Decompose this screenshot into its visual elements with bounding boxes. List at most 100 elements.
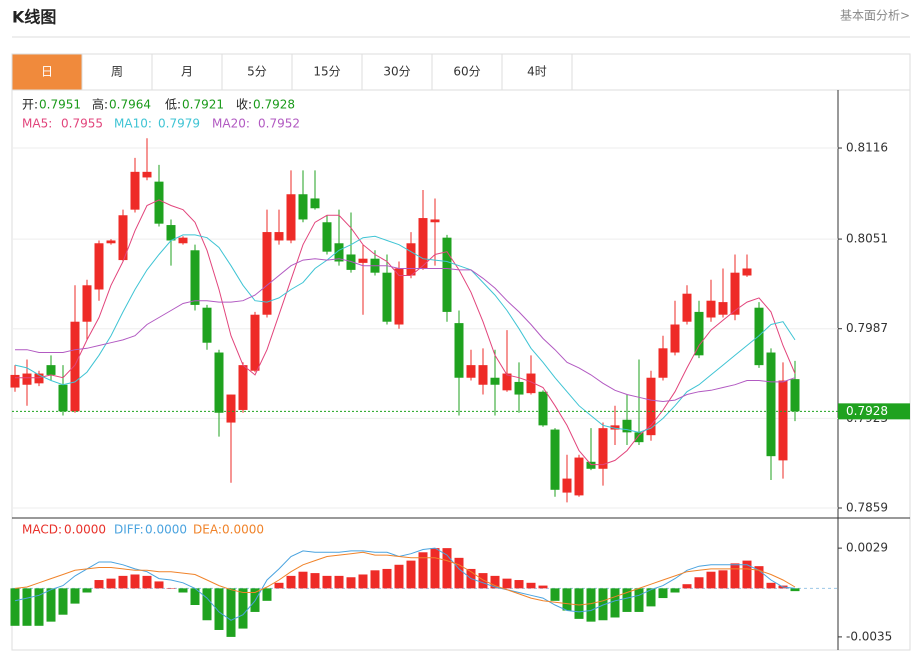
candle-body — [22, 373, 32, 385]
candle-body — [226, 394, 236, 423]
candle-body — [550, 429, 560, 490]
tab-label[interactable]: 5分 — [247, 65, 267, 79]
macd-bar — [34, 588, 44, 626]
tab-label[interactable]: 4时 — [527, 65, 547, 79]
candle-body — [754, 307, 764, 366]
macd-bar — [634, 588, 644, 612]
ma-legend-label: MA10: — [114, 117, 152, 131]
candle-body — [430, 219, 440, 223]
macd-bar — [394, 564, 404, 589]
macd-bar — [514, 580, 524, 589]
macd-bar — [334, 575, 344, 589]
tab[interactable] — [291, 53, 363, 91]
macd-bar — [598, 588, 608, 621]
candle-body — [142, 171, 152, 178]
macd-line — [14, 551, 796, 606]
candle-body — [562, 478, 572, 493]
candle-body — [166, 225, 176, 241]
fundamental-link[interactable]: 基本面分析> — [840, 9, 910, 23]
candle-body — [298, 194, 308, 220]
tab[interactable] — [81, 53, 153, 91]
candle-body — [682, 293, 692, 322]
macd-bar — [682, 584, 692, 589]
tab-label[interactable]: 30分 — [383, 65, 410, 79]
candle-body — [598, 428, 608, 469]
candle-body — [514, 381, 524, 395]
candle-body — [694, 311, 704, 356]
macd-bar — [82, 588, 92, 593]
candle-body — [790, 379, 800, 412]
macd-legend-label: MACD: — [22, 523, 62, 537]
candle-body — [262, 232, 272, 315]
tab[interactable] — [11, 53, 83, 91]
macd-bar — [790, 588, 800, 592]
candle-body — [442, 237, 452, 312]
macd-bar — [214, 588, 224, 630]
ma-legend-value: 0.7955 — [61, 117, 103, 131]
candle-body — [358, 258, 368, 263]
ohlc-value: 0.7964 — [109, 98, 151, 112]
macd-legend-value: 0.0000 — [64, 523, 106, 537]
candle-body — [718, 302, 728, 315]
macd-bar — [694, 577, 704, 589]
macd-bar — [754, 566, 764, 589]
y-tick-label: 0.7859 — [846, 500, 888, 514]
macd-bar — [442, 548, 452, 589]
macd-bar — [490, 575, 500, 589]
candle-body — [454, 323, 464, 378]
macd-line — [14, 547, 796, 621]
widget-title: K线图 — [12, 8, 56, 27]
macd-bar — [418, 552, 428, 589]
candle-body — [202, 307, 212, 343]
candle-body — [310, 198, 320, 209]
candle-body — [478, 365, 488, 385]
macd-bar — [346, 577, 356, 589]
candle-body — [130, 171, 140, 210]
candle-body — [646, 377, 656, 436]
tab-label[interactable]: 60分 — [453, 65, 480, 79]
ohlc-label: 低: — [165, 98, 181, 112]
macd-bar — [646, 588, 656, 607]
macd-legend-value: 0.0000 — [145, 523, 187, 537]
macd-bar — [382, 568, 392, 589]
y-tick-label: 0.7987 — [846, 321, 888, 335]
candle-body — [322, 222, 332, 252]
macd-bar — [106, 578, 116, 589]
macd-bar — [562, 588, 572, 611]
macd-bar — [706, 571, 716, 589]
candle-body — [10, 374, 20, 388]
candle-body — [766, 352, 776, 457]
macd-bar — [46, 588, 56, 622]
candle-body — [538, 391, 548, 426]
candle-body — [730, 272, 740, 315]
tab-label[interactable]: 15分 — [313, 65, 340, 79]
ohlc-label: 开: — [22, 98, 38, 112]
tab[interactable] — [501, 53, 573, 91]
candle-body — [382, 272, 392, 322]
ma-line — [15, 258, 796, 403]
ohlc-value: 0.7928 — [253, 98, 295, 112]
macd-bar — [610, 588, 620, 618]
candle-body — [58, 384, 68, 412]
macd-legend-value: 0.0000 — [222, 523, 264, 537]
macd-bar — [406, 560, 416, 589]
macd-bar — [142, 575, 152, 589]
candle-body — [70, 321, 80, 412]
macd-legend-label: DIFF: — [114, 523, 144, 537]
tab-label[interactable]: 月 — [181, 65, 193, 79]
macd-bar — [670, 588, 680, 593]
macd-bar — [202, 588, 212, 621]
macd-bar — [274, 582, 284, 589]
tab-label[interactable]: 日 — [41, 65, 53, 79]
candle-body — [610, 425, 620, 430]
candle-body — [574, 457, 584, 496]
macd-bar — [322, 575, 332, 589]
macd-bar — [166, 588, 176, 589]
tab-label[interactable]: 周 — [111, 65, 123, 79]
ma-legend-label: MA20: — [212, 117, 250, 131]
candle-body — [706, 300, 716, 318]
candle-body — [586, 461, 596, 469]
candle-body — [34, 373, 44, 384]
